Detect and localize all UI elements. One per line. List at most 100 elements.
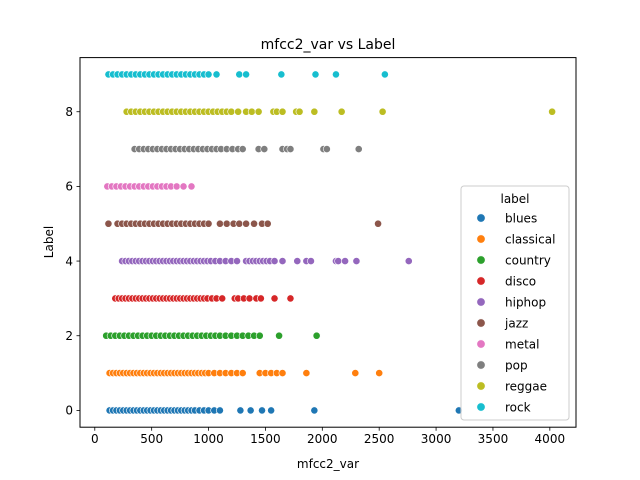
data-point <box>378 107 387 116</box>
x-tick-label: 1000 <box>193 432 224 446</box>
y-axis: 0 2 4 6 8 <box>65 105 80 418</box>
series-disco <box>111 294 295 303</box>
legend-marker <box>476 318 486 328</box>
data-point <box>233 257 241 265</box>
data-point <box>179 182 188 191</box>
data-point <box>310 107 319 116</box>
series-blues <box>105 406 463 415</box>
data-point <box>256 294 265 303</box>
data-point <box>354 145 363 153</box>
data-point <box>311 70 320 79</box>
legend-title: label <box>500 192 529 206</box>
legend-box <box>460 185 570 421</box>
data-point <box>310 406 319 415</box>
data-point <box>302 369 311 377</box>
data-point <box>216 406 224 415</box>
data-point <box>337 107 346 116</box>
data-point <box>277 70 286 79</box>
legend-marker <box>476 255 486 265</box>
y-tick-label: 0 <box>65 404 73 418</box>
x-tick-label: 3000 <box>421 432 452 446</box>
legend-marker <box>476 360 486 370</box>
data-point <box>236 406 245 415</box>
data-point <box>242 70 250 79</box>
data-point <box>270 294 279 303</box>
data-point <box>222 219 231 228</box>
legend-marker <box>476 234 486 244</box>
data-point <box>404 257 413 265</box>
series-hiphop <box>118 257 413 265</box>
data-point <box>275 331 283 340</box>
legend-label: metal <box>505 337 539 351</box>
series-pop <box>130 145 363 153</box>
data-point <box>218 294 227 303</box>
data-point <box>332 70 340 79</box>
data-point <box>216 219 224 228</box>
x-tick-label: 2500 <box>364 432 395 446</box>
data-point <box>267 406 276 415</box>
data-point <box>278 107 287 116</box>
legend-label: disco <box>505 274 536 288</box>
data-point <box>352 257 361 265</box>
legend-item-rock: rock <box>476 400 531 414</box>
legend-item-country: country <box>476 253 551 267</box>
legend-marker <box>476 213 486 223</box>
data-point <box>172 182 181 191</box>
data-point <box>250 219 258 228</box>
legend-item-disco: disco <box>476 274 536 288</box>
series-jazz <box>104 219 382 228</box>
x-tick-label: 0 <box>91 432 99 446</box>
data-point <box>204 70 213 79</box>
legend-label: jazz <box>504 316 528 330</box>
legend-label: rock <box>505 400 531 414</box>
data-point <box>293 257 302 265</box>
legend-item-pop: pop <box>476 358 528 372</box>
legend-item-blues: blues <box>476 211 537 225</box>
data-point <box>104 219 113 228</box>
x-tick-label: 2000 <box>307 432 338 446</box>
data-point <box>235 70 244 79</box>
y-tick-label: 6 <box>65 180 73 194</box>
legend-marker <box>476 297 486 307</box>
legend-item-jazz: jazz <box>476 316 528 330</box>
legend: label blues classical country disco hiphop jaz… <box>460 185 570 421</box>
data-point <box>263 219 272 228</box>
plot-frame <box>79 57 577 428</box>
x-axis-label: mfcc2_var <box>297 457 359 471</box>
series-rock <box>104 70 389 79</box>
data-point <box>278 369 287 377</box>
data-point <box>187 182 196 191</box>
series-metal <box>103 182 196 191</box>
plot-area <box>102 70 557 415</box>
data-point <box>247 107 256 116</box>
legend-label: reggae <box>505 379 547 393</box>
data-point <box>548 107 557 116</box>
y-tick-label: 2 <box>65 329 73 343</box>
data-point <box>227 107 236 116</box>
legend-item-classical: classical <box>476 232 555 246</box>
data-point <box>204 219 213 228</box>
legend-marker <box>476 402 486 412</box>
data-point <box>242 219 250 228</box>
data-point <box>234 107 243 116</box>
data-point <box>286 294 295 303</box>
legend-label: classical <box>505 232 555 246</box>
data-point <box>245 294 254 303</box>
y-tick-label: 8 <box>65 105 73 119</box>
y-axis-label: Label <box>42 226 56 258</box>
data-point <box>341 257 349 265</box>
x-axis: 0 500 1000 1500 2000 2500 3000 3500 4000 <box>91 427 565 446</box>
legend-label: blues <box>505 211 537 225</box>
x-tick-label: 500 <box>140 432 163 446</box>
legend-item-metal: metal <box>476 337 539 351</box>
data-point <box>295 107 304 116</box>
series-classical <box>105 369 384 377</box>
legend-item-reggae: reggae <box>476 379 547 393</box>
data-point <box>270 257 279 265</box>
legend-marker <box>476 276 486 286</box>
chart-title: mfcc2_var vs Label <box>261 37 396 53</box>
legend-marker <box>476 381 486 391</box>
data-point <box>374 219 382 228</box>
x-tick-label: 4000 <box>535 432 566 446</box>
